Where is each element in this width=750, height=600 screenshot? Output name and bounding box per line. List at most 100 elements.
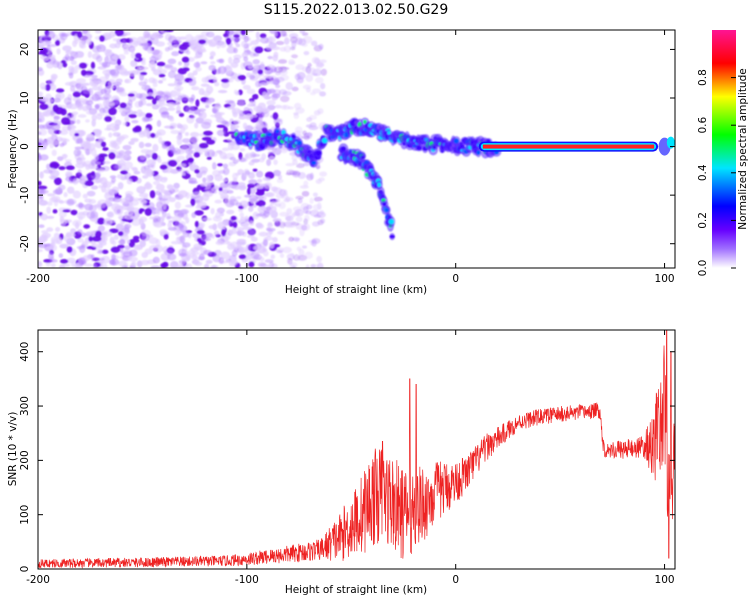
heat-blob <box>108 107 117 116</box>
heat-blob <box>185 105 195 114</box>
heat-blob <box>206 156 212 160</box>
heat-blob <box>85 119 90 123</box>
heat-blob <box>224 99 235 104</box>
heat-blob <box>152 98 157 105</box>
heat-blob <box>217 163 223 167</box>
heat-blob <box>216 129 226 137</box>
heat-blob <box>272 93 281 99</box>
heat-blob <box>188 180 199 185</box>
heat-blob <box>97 199 108 205</box>
heat-blob <box>91 114 98 121</box>
heat-blob <box>48 43 58 48</box>
heat-blob <box>158 97 166 105</box>
heat-blob <box>212 35 223 41</box>
heat-blob <box>99 240 107 246</box>
heat-blob <box>109 53 120 62</box>
heat-blob <box>94 30 102 34</box>
heat-blob <box>220 67 225 75</box>
heat-blob <box>193 55 199 59</box>
heat-blob <box>310 40 318 47</box>
heat-blob <box>76 119 81 125</box>
heat-blob <box>169 117 175 122</box>
heat-blob <box>249 74 256 80</box>
heat-blob <box>238 208 244 213</box>
heat-blob <box>91 166 99 170</box>
heat-blob <box>207 149 216 158</box>
heat-blob <box>169 122 177 127</box>
heat-blob <box>153 221 164 228</box>
heat-blob <box>267 55 273 60</box>
colorbar-gradient <box>712 30 736 268</box>
heat-blob <box>117 244 125 249</box>
heat-blob <box>316 211 326 219</box>
spectrogram-ytick-label: 20 <box>19 43 31 56</box>
heat-blob <box>38 91 43 96</box>
snr-xtick-label: 100 <box>655 574 675 586</box>
heat-blob <box>53 115 61 120</box>
heat-blob <box>155 190 161 196</box>
heat-blob <box>187 72 195 78</box>
heat-blob <box>193 109 201 115</box>
heat-blob <box>250 40 259 46</box>
heat-blob <box>311 238 321 244</box>
heat-blob <box>155 131 162 136</box>
heat-blob <box>38 194 44 199</box>
heat-blob <box>256 223 264 229</box>
heat-blob <box>214 102 221 110</box>
heat-blob <box>265 44 274 51</box>
heat-blob <box>279 253 285 258</box>
heat-blob <box>144 142 152 148</box>
heat-blob <box>163 90 170 95</box>
heat-blob <box>116 58 122 66</box>
heat-blob <box>164 63 173 69</box>
heat-blob <box>95 257 106 261</box>
heat-blob <box>277 59 288 64</box>
heat-blob <box>157 158 162 163</box>
heat-blob <box>84 198 92 203</box>
heat-blob <box>186 263 193 268</box>
heat-blob <box>205 104 210 109</box>
heat-blob <box>197 201 207 209</box>
heat-blob <box>216 43 221 49</box>
heat-blob <box>301 224 308 231</box>
heat-blob <box>257 200 266 207</box>
heat-blob <box>197 222 206 228</box>
heat-blob <box>195 66 202 72</box>
heat-blob <box>62 45 72 52</box>
heat-blob <box>102 181 112 189</box>
heat-blob <box>274 76 285 83</box>
heat-blob <box>285 82 293 91</box>
heat-blob <box>66 186 75 194</box>
heat-blob <box>295 107 305 114</box>
heat-blob <box>276 178 284 184</box>
heat-blob <box>360 155 365 159</box>
heat-blob <box>218 187 223 192</box>
heat-blob <box>78 245 86 254</box>
heat-blob <box>267 132 272 137</box>
heat-blob <box>178 223 184 229</box>
heat-blob <box>377 182 381 188</box>
heat-blob <box>160 176 168 183</box>
heat-blob <box>47 61 54 65</box>
heat-blob <box>122 144 132 151</box>
heat-blob <box>226 46 237 54</box>
heat-blob <box>96 250 104 255</box>
heat-blob <box>82 105 89 112</box>
heat-blob <box>38 187 46 196</box>
heat-blob <box>180 95 190 101</box>
heat-blob <box>120 200 130 204</box>
heat-blob <box>95 171 101 178</box>
heat-blob <box>90 185 99 190</box>
heat-blob <box>223 198 231 206</box>
heat-blob <box>167 159 178 167</box>
heat-blob <box>100 141 107 148</box>
heat-blob <box>74 132 80 137</box>
heat-blob <box>48 252 54 261</box>
heat-blob <box>152 215 161 223</box>
heat-blob <box>221 147 230 152</box>
heat-blob <box>196 172 203 179</box>
heat-blob <box>248 206 254 213</box>
heat-blob <box>79 129 85 137</box>
heat-blob <box>292 170 301 178</box>
heat-blob <box>263 250 269 257</box>
